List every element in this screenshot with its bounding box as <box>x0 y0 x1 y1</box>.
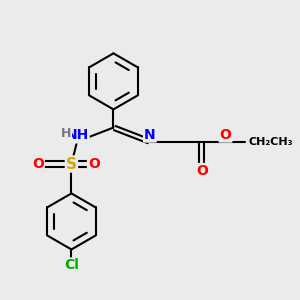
Text: O: O <box>88 157 100 171</box>
Text: H: H <box>61 127 71 140</box>
Text: O: O <box>32 157 44 171</box>
Text: Cl: Cl <box>64 258 79 272</box>
Text: NH: NH <box>65 128 89 142</box>
Text: CH₂CH₃: CH₂CH₃ <box>248 136 293 147</box>
Text: O: O <box>196 164 208 178</box>
Text: N: N <box>144 128 156 142</box>
Text: S: S <box>66 157 77 172</box>
Text: O: O <box>220 128 232 142</box>
